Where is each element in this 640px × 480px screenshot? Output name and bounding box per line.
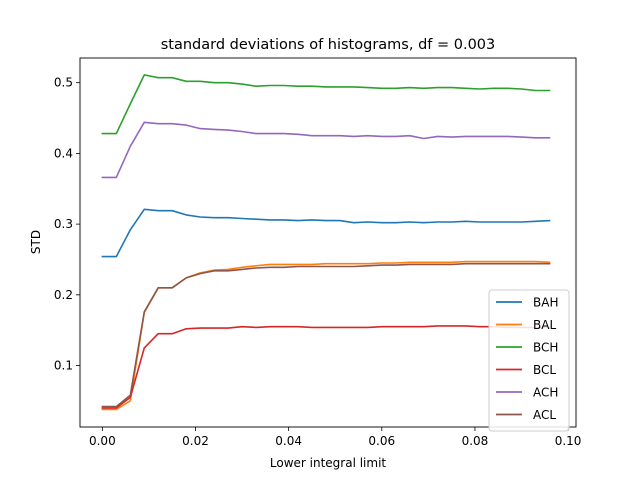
x-tick-label: 0.04 [275, 434, 302, 448]
plot-frame [79, 57, 577, 428]
series-line-bch [101, 74, 551, 135]
legend-label-bch: BCH [533, 341, 558, 355]
chart-title: standard deviations of histograms, df = … [161, 37, 496, 53]
y-tick-label: 0.3 [54, 217, 73, 231]
x-tick-label: 0.10 [555, 434, 582, 448]
x-tick-label: 0.06 [368, 434, 395, 448]
x-tick-label: 0.00 [89, 434, 116, 448]
series-line-ach [101, 121, 551, 179]
series-lines [101, 74, 551, 411]
x-tick-label: 0.08 [462, 434, 489, 448]
axis-ticks: 0.00 0.02 0.04 0.06 0.08 0.10 0.1 0.2 0.3 0.4 0.5 [54, 76, 582, 448]
legend-label-acl: ACL [533, 408, 556, 422]
legend-box [488, 289, 570, 432]
legend-label-bah: BAH [533, 296, 558, 310]
y-tick-label: 0.1 [54, 359, 73, 373]
series-line-acl [101, 262, 551, 408]
x-axis-label: Lower integral limit [270, 456, 387, 470]
legend-label-bcl: BCL [533, 363, 556, 377]
y-axis-label: STD [29, 230, 43, 254]
legend-label-bal: BAL [533, 318, 556, 332]
series-line-bal [101, 260, 551, 411]
y-tick-label: 0.2 [54, 288, 73, 302]
series-line-bah [101, 208, 551, 258]
x-tick-label: 0.02 [182, 434, 209, 448]
y-tick-label: 0.4 [54, 146, 73, 160]
legend: BAH BAL BCH BCL ACH ACL [488, 289, 570, 432]
y-tick-label: 0.5 [54, 76, 73, 90]
series-line-bcl [101, 325, 551, 409]
legend-label-ach: ACH [533, 386, 558, 400]
